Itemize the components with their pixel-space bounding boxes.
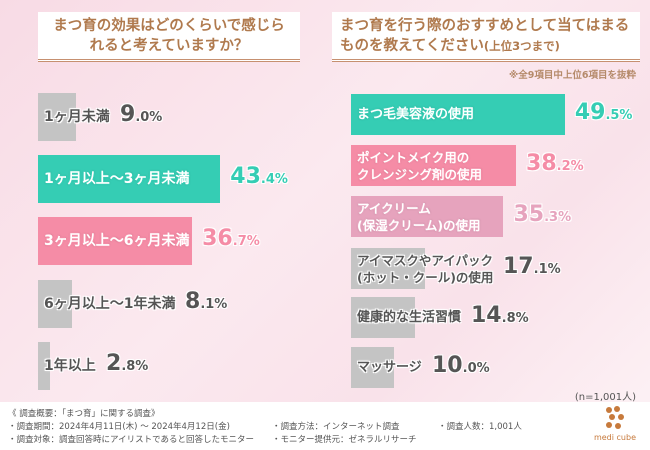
bar-label-1-0: まつ毛美容液の使用 <box>357 105 474 125</box>
medi-cube-logo: medi cube <box>594 405 636 442</box>
value-part: 43 <box>230 164 261 189</box>
bar-label-line: 1ヶ月以上～3ヶ月未満 <box>44 171 190 187</box>
bar-label-line: クレンジング剤の使用 <box>357 166 483 182</box>
survey-period: ・調査期間：2024年4月11日(木) ～ 2024年4月12日(金) <box>8 422 230 432</box>
sample-size: (n=1,001人) <box>574 392 636 403</box>
bar-value-1-3: 17.1% <box>503 254 561 279</box>
bar-value-1-5: 10.0% <box>432 353 490 378</box>
bar-label-1-4: 健康的な生活習慣 <box>357 308 461 328</box>
bar-label-line: 1年以上 <box>44 358 96 374</box>
value-part: 36 <box>202 226 233 251</box>
survey-footer: 《 調査概要：「まつ育」に関する調査》 ・調査期間：2024年4月11日(木) … <box>0 402 650 450</box>
bar-label-line: まつ毛美容液の使用 <box>357 106 475 122</box>
bar-0-1 <box>38 155 221 203</box>
value-part: 2 <box>106 351 122 376</box>
bar-label-0-4: 1年以上 <box>44 356 96 376</box>
value-part: 10 <box>432 352 463 378</box>
survey-overview: 《 調査概要：「まつ育」に関する調査》 <box>8 409 160 419</box>
bar-0-2 <box>38 217 193 265</box>
bar-value-1-4: 14.8% <box>471 303 529 328</box>
bar-0-0 <box>38 93 76 141</box>
value-part: 8 <box>185 289 201 314</box>
bar-label-line: 6ヶ月以上～1年未満 <box>44 296 176 312</box>
value-part: .0% <box>135 110 163 125</box>
bar-0-4 <box>38 342 50 390</box>
bar-label-line: (ホット・クール)の使用 <box>357 269 494 285</box>
logo-text: medi cube <box>593 433 636 442</box>
survey-target: ・調査対象：調査回答時にアイリストであると回答したモニター <box>8 435 254 445</box>
bar-value-0-2: 36.7% <box>202 226 260 251</box>
value-part: .1% <box>200 297 228 312</box>
bar-value-0-4: 2.8% <box>106 351 148 376</box>
right-chart-title: まつ育を行う際のおすすめとして当てはまるものを教えてください(上位3つまで) <box>332 12 640 62</box>
bar-value-1-0: 49.5% <box>575 100 633 125</box>
bar-value-1-2: 35.3% <box>513 202 571 227</box>
logo-mark-icon <box>605 406 624 429</box>
bar-label-0-2: 3ヶ月以上～6ヶ月未満 <box>44 231 189 251</box>
left-chart-title: まつ育の効果はどのくらいで感じられると考えていますか？ <box>38 12 300 62</box>
bar-label-1-5: マッサージ <box>357 358 422 378</box>
value-part: 17 <box>503 253 534 279</box>
value-part: .1% <box>533 261 561 277</box>
bar-1-2 <box>351 196 504 237</box>
bar-label-line: (保湿クリーム)の使用 <box>357 217 481 233</box>
value-part: 14 <box>471 302 502 328</box>
survey-method: ・調査方法：インターネット調査 <box>272 422 400 432</box>
bar-label-line: 3ヶ月以上～6ヶ月未満 <box>44 233 190 249</box>
bar-label-0-3: 6ヶ月以上～1年未満 <box>44 294 175 314</box>
value-part: 49 <box>574 99 606 125</box>
value-part: .7% <box>232 234 260 249</box>
bar-value-0-3: 8.1% <box>185 289 227 314</box>
extract-note: ※全9項目中上位6項目を抜粋 <box>509 70 636 81</box>
bar-value-0-0: 9.0% <box>120 102 162 127</box>
value-part: 35 <box>513 201 545 227</box>
value-part: .8% <box>121 359 149 374</box>
bar-1-5 <box>351 347 395 388</box>
bar-label-0-1: 1ヶ月以上～3ヶ月未満 <box>44 169 189 189</box>
bar-label-0-0: 1ヶ月未満 <box>44 107 110 127</box>
bar-1-0 <box>351 94 565 135</box>
bar-label-line: アイクリーム <box>357 200 431 216</box>
bar-1-1 <box>351 145 517 186</box>
bar-0-3 <box>38 280 73 328</box>
survey-provider: ・モニター提供元：ゼネラルリサーチ <box>272 435 417 445</box>
bar-1-4 <box>351 297 415 338</box>
bar-label-line: アイマスクやアイパック <box>357 252 494 268</box>
survey-count: ・調査人数：1,001人 <box>438 422 522 432</box>
bar-label-line: マッサージ <box>357 359 422 375</box>
value-part: .4% <box>260 172 288 187</box>
bar-value-0-1: 43.4% <box>230 164 288 189</box>
value-part: 38 <box>526 150 557 176</box>
bar-label-line: 健康的な生活習慣 <box>357 309 462 325</box>
bar-label-line: 1ヶ月未満 <box>44 109 110 125</box>
value-part: .8% <box>501 310 529 326</box>
right-title-text: まつ育を行う際のおすすめとして当てはまるものを教えてください <box>340 18 630 54</box>
bar-value-1-1: 38.2% <box>526 151 584 176</box>
left-title-text: まつ育の効果はどのくらいで感じられると考えていますか？ <box>53 18 285 54</box>
bar-label-line: ポイントメイク用の <box>357 149 470 165</box>
value-part: .2% <box>556 158 584 174</box>
bar-1-3 <box>351 248 425 289</box>
bar-label-1-3: アイマスクやアイパック (ホット・クール)の使用 <box>357 252 493 286</box>
bar-label-1-1: ポイントメイク用の クレンジング剤の使用 <box>357 149 482 183</box>
value-part: 9 <box>120 102 136 127</box>
value-part: .3% <box>544 209 572 225</box>
value-part: .0% <box>462 360 490 376</box>
value-part: .5% <box>605 107 633 123</box>
bar-label-1-2: アイクリーム (保湿クリーム)の使用 <box>357 200 481 234</box>
right-title-suffix: (上位3つまで) <box>483 39 560 53</box>
